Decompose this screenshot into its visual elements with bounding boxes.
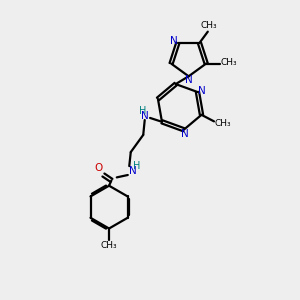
Text: N: N (170, 37, 178, 46)
Text: H: H (139, 106, 146, 116)
Text: CH₃: CH₃ (214, 119, 231, 128)
Text: N: N (129, 167, 137, 176)
Text: N: N (182, 130, 189, 140)
Text: N: N (141, 112, 148, 122)
Text: H: H (133, 161, 140, 171)
Text: O: O (94, 164, 103, 173)
Text: N: N (185, 75, 193, 85)
Text: CH₃: CH₃ (220, 58, 237, 67)
Text: CH₃: CH₃ (201, 21, 217, 30)
Text: N: N (198, 85, 206, 95)
Text: CH₃: CH₃ (101, 241, 117, 250)
